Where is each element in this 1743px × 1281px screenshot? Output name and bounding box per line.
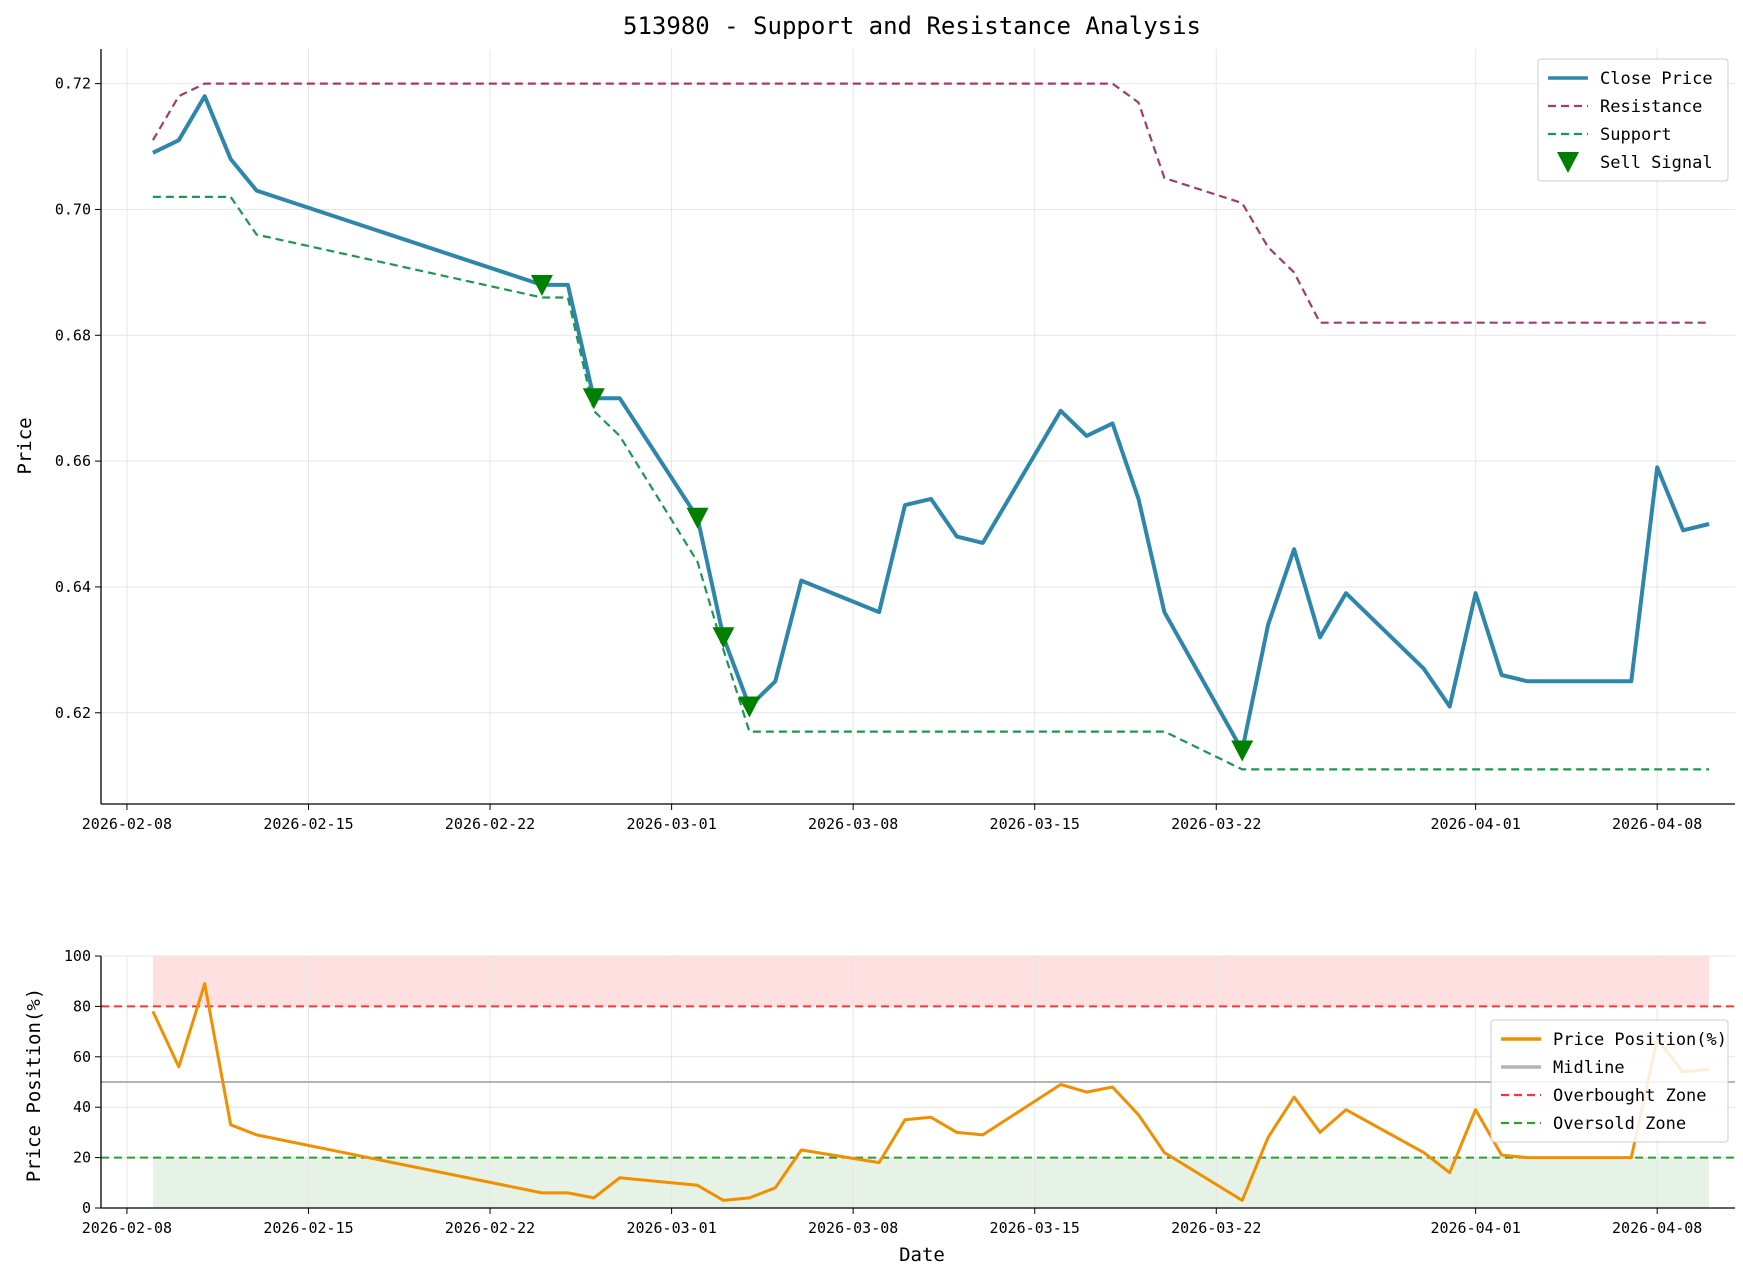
bottom-x-tick-label: 2026-03-22: [1171, 1219, 1261, 1237]
bottom-legend-box: [1490, 1019, 1729, 1143]
top-x-tick-label: 2026-03-08: [808, 815, 898, 833]
bottom-legend-label-oversold-zone: Oversold Zone: [1553, 1114, 1686, 1134]
top-y-tick-label: 0.64: [55, 578, 91, 596]
top-legend: Close Price Resistance Support Sell Signal: [1537, 58, 1729, 182]
top-series-close-price: [152, 94, 1710, 753]
bottom-x-tick-label: 2026-03-08: [808, 1219, 898, 1237]
bottom-y-tick-label: 80: [73, 997, 91, 1015]
top-legend-label-sell-signal: Sell Signal: [1600, 153, 1713, 173]
top-panel: 2026-02-08 2026-02-15 2026-02-22 2026-03-01…: [55, 49, 1735, 833]
top-legend-label-support: Support: [1600, 125, 1672, 145]
top-x-tick-label: 2026-02-15: [263, 815, 353, 833]
bottom-y-tick-label: 0: [82, 1199, 91, 1217]
top-legend-box: [1537, 58, 1729, 182]
bottom-legend-label-price-position: Price Position(%): [1553, 1030, 1727, 1050]
top-y-tick-label: 0.66: [55, 452, 91, 470]
top-sell-signal-marker: [1231, 740, 1254, 762]
bottom-panel: 2026-02-08 2026-02-15 2026-02-22 2026-03-01…: [64, 947, 1735, 1237]
top-x-tick-label: 2026-04-01: [1430, 815, 1520, 833]
top-sell-signal-marker: [712, 627, 735, 649]
bottom-x-axis-label: Date: [899, 1244, 945, 1266]
chart-title: 513980 - Support and Resistance Analysis: [623, 12, 1201, 40]
bottom-y-tick-label: 40: [73, 1098, 91, 1116]
top-legend-label-resistance: Resistance: [1600, 97, 1702, 117]
top-series-resistance: [151, 82, 1710, 324]
bottom-legend-label-overbought-zone: Overbought Zone: [1553, 1086, 1707, 1106]
top-sell-signal-marker: [582, 388, 605, 410]
bottom-legend-label-midline: Midline: [1553, 1058, 1625, 1078]
bottom-y-tick-label: 100: [64, 947, 91, 965]
top-legend-swatch-sell-signal: [1557, 152, 1579, 173]
bottom-x-tick-label: 2026-04-08: [1612, 1219, 1702, 1237]
top-series-support: [152, 195, 1710, 771]
top-x-tick-label: 2026-02-22: [445, 815, 535, 833]
top-x-tick-label: 2026-03-22: [1171, 815, 1261, 833]
bottom-x-tick-label: 2026-02-22: [445, 1219, 535, 1237]
top-x-tick-label: 2026-02-08: [82, 815, 172, 833]
top-y-tick-label: 0.72: [55, 75, 91, 93]
bottom-legend: Price Position(%) Midline Overbought Zone O…: [1490, 1019, 1729, 1143]
top-y-tick-label: 0.68: [55, 326, 91, 344]
bottom-y-tick-label: 20: [73, 1149, 91, 1167]
top-x-tick-label: 2026-03-01: [626, 815, 716, 833]
top-sell-signal-marker: [530, 274, 553, 296]
bottom-x-tick-label: 2026-04-01: [1430, 1219, 1520, 1237]
bottom-x-tick-label: 2026-02-08: [82, 1219, 172, 1237]
top-y-axis-label: Price: [14, 417, 36, 474]
top-x-tick-label: 2026-03-15: [990, 815, 1080, 833]
top-x-tick-label: 2026-04-08: [1612, 815, 1702, 833]
top-y-tick-label: 0.62: [55, 704, 91, 722]
top-y-tick-label: 0.70: [55, 200, 91, 218]
bottom-x-tick-label: 2026-03-15: [990, 1219, 1080, 1237]
bottom-band-0: [152, 956, 1710, 1007]
bottom-x-tick-label: 2026-02-15: [263, 1219, 353, 1237]
top-sell-signal-marker: [738, 696, 761, 718]
top-sell-signal-marker: [686, 507, 709, 529]
bottom-y-tick-label: 60: [73, 1048, 91, 1066]
bottom-y-axis-label: Price Position(%): [23, 988, 45, 1182]
top-legend-label-close-price: Close Price: [1600, 69, 1713, 89]
bottom-x-tick-label: 2026-03-01: [626, 1219, 716, 1237]
